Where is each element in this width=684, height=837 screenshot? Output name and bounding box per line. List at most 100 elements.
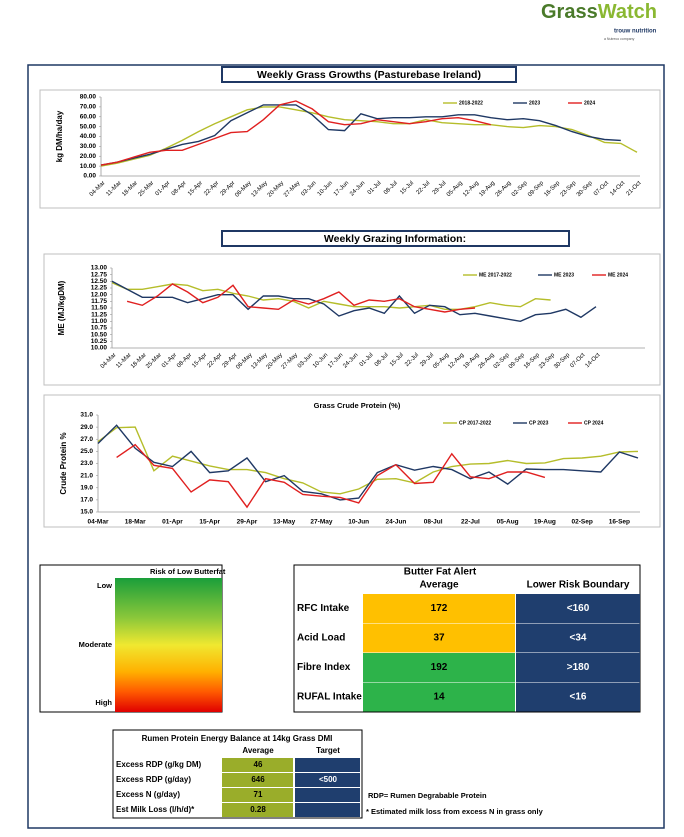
y-tick-label: 27.0 [80, 436, 93, 443]
row-label: RFC Intake [297, 603, 350, 614]
y-tick-label: 12.75 [91, 271, 108, 278]
x-tick-label: 22-Apr [203, 180, 220, 197]
risk-gradient [115, 578, 222, 712]
legend-label: ME 2017-2022 [479, 272, 512, 278]
x-tick-label: 18-Mar [121, 180, 139, 198]
x-tick-label: 25-Mar [138, 180, 156, 198]
boundary-value: <160 [567, 603, 590, 614]
risk-level: High [95, 698, 112, 707]
legend-label: CP 2017-2022 [459, 420, 491, 426]
series-line [116, 443, 546, 509]
x-tick-label: 10-Jun [348, 519, 369, 526]
logo-right: Watch [598, 1, 657, 23]
rumen-title: Rumen Protein Energy Balance at 14kg Gra… [142, 734, 333, 743]
x-tick-label: 22-Jul [461, 519, 480, 526]
y-tick-label: 10.75 [91, 325, 108, 332]
y-tick-label: 17.0 [80, 497, 93, 504]
y-tick-label: 12.00 [91, 291, 108, 298]
y-tick-label: 19.0 [80, 484, 93, 491]
x-tick-label: 24-Jun [349, 180, 366, 197]
boundary-value: <16 [570, 692, 587, 703]
y-tick-label: 10.00 [80, 163, 97, 170]
x-tick-label: 08-Jul [424, 519, 443, 526]
x-tick-label: 26-Aug [495, 180, 513, 198]
x-tick-label: 19-Aug [478, 180, 496, 198]
y-tick-label: 60.00 [80, 113, 97, 120]
risk-title: Risk of Low Butterfat [150, 567, 226, 576]
series-line [111, 280, 597, 323]
x-tick-label: 05-Aug [446, 180, 464, 198]
x-tick-label: 16-Sep [543, 180, 561, 198]
average-value: 646 [251, 775, 265, 784]
average-cell [363, 653, 515, 682]
x-tick-label: 14-Oct [609, 180, 626, 197]
column-header: Lower Risk Boundary [527, 580, 630, 591]
x-tick-label: 04-Mar [88, 519, 109, 526]
x-tick-label: 05-Aug [497, 519, 519, 526]
x-tick-label: 24-Jun [342, 352, 359, 369]
series-line [100, 104, 621, 166]
x-tick-label: 24-Jun [385, 519, 406, 526]
average-cell [363, 594, 515, 623]
y-tick-label: 10.50 [91, 331, 108, 338]
x-tick-label: 10-Jun [312, 352, 329, 369]
average-value: 37 [433, 633, 445, 644]
y-tick-label: 30.00 [80, 143, 97, 150]
y-tick-label: 11.00 [91, 318, 107, 325]
x-tick-label: 08-Apr [171, 180, 188, 197]
x-tick-label: 01-Apr [161, 352, 178, 369]
x-tick-label: 19-Aug [534, 519, 556, 526]
target-cell [295, 758, 360, 772]
x-tick-label: 15-Jul [389, 352, 405, 368]
x-tick-label: 22-Jul [404, 352, 420, 368]
section-box [221, 230, 570, 247]
x-tick-label: 03-Jun [297, 352, 314, 369]
y-axis-label: kg DM/ha/day [55, 110, 64, 162]
y-tick-label: 20.00 [80, 153, 97, 160]
y-tick-label: 29.0 [80, 424, 93, 431]
y-tick-label: 11.50 [91, 305, 107, 312]
y-tick-label: 25.0 [80, 448, 93, 455]
x-tick-label: 13-May [251, 180, 269, 198]
x-tick-label: 27-May [283, 180, 301, 198]
x-tick-label: 02-Sep [571, 519, 592, 526]
section-title: Weekly Grazing Information: [324, 233, 466, 245]
x-tick-label: 03-Jun [300, 180, 317, 197]
x-tick-label: 10-Jun [317, 180, 334, 197]
x-tick-label: 18-Mar [130, 352, 148, 370]
x-tick-label: 15-Jul [399, 180, 415, 196]
legend-label: CP 2023 [529, 420, 549, 426]
logo-left: Grass [541, 1, 598, 23]
brand: trouw nutrition [614, 29, 657, 35]
y-tick-label: 80.00 [80, 94, 97, 101]
x-tick-label: 14-Oct [585, 352, 602, 369]
average-cell [222, 803, 293, 817]
average-value: 172 [431, 603, 448, 614]
legend-label: ME 2024 [608, 272, 628, 278]
y-axis-label: Crude Protein % [59, 432, 68, 494]
x-tick-label: 07-Oct [593, 180, 610, 197]
legend-label: ME 2023 [554, 272, 574, 278]
x-tick-label: 22-Apr [206, 352, 223, 369]
x-tick-label: 22-Jul [416, 180, 432, 196]
series-line [126, 283, 476, 313]
x-tick-label: 27-May [281, 352, 299, 370]
x-tick-label: 11-Mar [105, 180, 122, 197]
legend-label: CP 2024 [584, 420, 604, 426]
y-tick-label: 31.0 [80, 412, 93, 419]
y-tick-label: 21.0 [80, 472, 93, 479]
row-label: Est Milk Loss (l/h/d)* [116, 805, 195, 814]
target-value: <500 [319, 775, 338, 784]
legend-label: 2024 [584, 100, 595, 106]
chart-title: Grass Crude Protein (%) [314, 401, 401, 410]
x-tick-label: 29-Apr [237, 519, 258, 526]
x-tick-label: 30-Sep [553, 352, 571, 370]
row-label: Excess RDP (g/day) [116, 775, 191, 784]
y-tick-label: 11.25 [91, 311, 107, 318]
average-cell [222, 773, 293, 787]
average-cell [222, 758, 293, 772]
x-tick-label: 01-Jul [367, 180, 383, 196]
target-cell [295, 803, 360, 817]
y-tick-label: 10.25 [91, 338, 108, 345]
